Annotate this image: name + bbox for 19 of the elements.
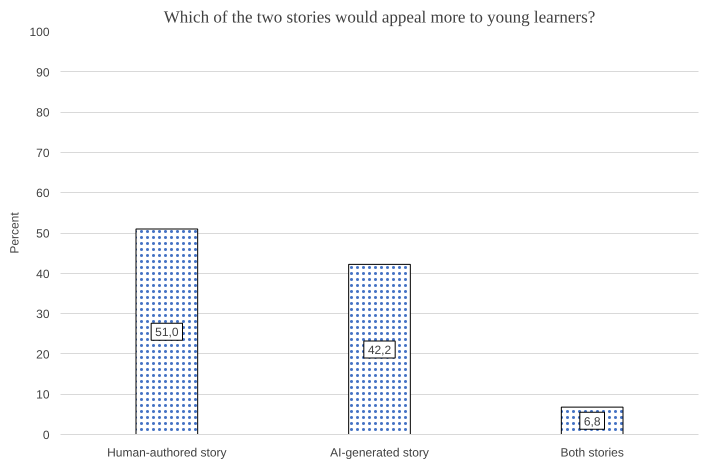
y-tick-label: 90 bbox=[36, 65, 50, 80]
data-label: 51,0 bbox=[155, 325, 179, 340]
y-tick-label: 30 bbox=[36, 307, 50, 322]
y-tick-label: 80 bbox=[36, 106, 50, 120]
y-tick-label: 20 bbox=[36, 347, 50, 362]
y-tick-label: 0 bbox=[42, 428, 50, 442]
data-label: 6,8 bbox=[584, 414, 601, 428]
y-tick-label: 10 bbox=[36, 388, 50, 402]
x-tick-label: Human-authored story bbox=[107, 446, 227, 460]
y-tick-label: 70 bbox=[36, 146, 50, 160]
chart-title: Which of the two stories would appeal more to young learners? bbox=[164, 8, 596, 26]
y-tick-label: 60 bbox=[36, 186, 50, 200]
y-tick-label: 50 bbox=[36, 226, 50, 240]
y-tick-label: 40 bbox=[36, 266, 50, 281]
x-tick-label: AI-generated story bbox=[330, 446, 429, 460]
data-label: 42,2 bbox=[368, 342, 392, 357]
y-axis-title: Percent bbox=[7, 212, 22, 254]
y-tick-label: 100 bbox=[29, 25, 50, 39]
x-tick-label: Both stories bbox=[560, 446, 624, 460]
